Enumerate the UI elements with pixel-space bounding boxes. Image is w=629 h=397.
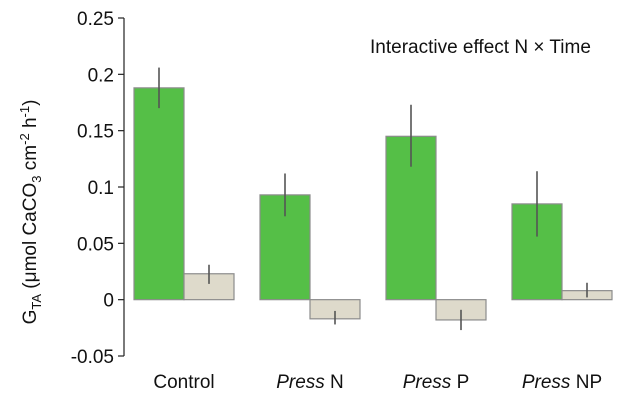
y-axis-title-mid2: h — [20, 117, 41, 133]
x-tick-label: Press N — [276, 372, 344, 393]
bars — [133, 87, 613, 321]
y-axis: -0.05 0 0.05 0.1 0.15 0.2 0.25 — [71, 9, 125, 368]
y-axis-title-mid: cm — [20, 145, 41, 176]
y-axis-title-open: (μmol CaCO — [20, 183, 41, 294]
y-tick-label: -0.05 — [71, 347, 114, 368]
y-axis-title-prefix: G — [20, 310, 41, 325]
y-axis-title-sup2: -1 — [17, 106, 32, 118]
x-tick-label-text: P — [451, 372, 469, 393]
y-tick-label: 0.05 — [77, 234, 114, 255]
x-tick-label: Press P — [403, 372, 470, 393]
x-tick-label: Press NP — [522, 372, 602, 393]
annotation: Interactive effect N × Time — [370, 37, 591, 58]
y-tick-label: 0 — [103, 291, 114, 312]
y-axis-title-sup1: -2 — [17, 133, 32, 145]
y-tick-label: 0.15 — [77, 122, 114, 143]
y-axis-title-sub3: 3 — [29, 176, 44, 183]
y-axis-title-prefix-sub: TA — [29, 294, 44, 310]
x-tick-label-italic: Press — [522, 372, 571, 393]
x-tick-label-text: N — [325, 372, 344, 393]
bar — [133, 87, 185, 301]
x-tick-label: Control — [153, 372, 214, 393]
y-tick-label: 0.25 — [77, 9, 114, 30]
x-tick-label-text: Control — [153, 372, 214, 393]
y-axis-title-close: ) — [20, 100, 41, 106]
y-tick-label: 0.2 — [88, 65, 114, 86]
y-axis-title: GTA (μmol CaCO3 cm-2 h-1) — [17, 100, 44, 325]
error-bars — [158, 67, 588, 331]
y-tick-label: 0.1 — [88, 178, 114, 199]
x-tick-label-italic: Press — [403, 372, 452, 393]
x-axis-labels: Control Press N Press P Press NP — [153, 372, 602, 393]
x-tick-label-text: NP — [570, 372, 602, 393]
x-tick-label-italic: Press — [276, 372, 325, 393]
